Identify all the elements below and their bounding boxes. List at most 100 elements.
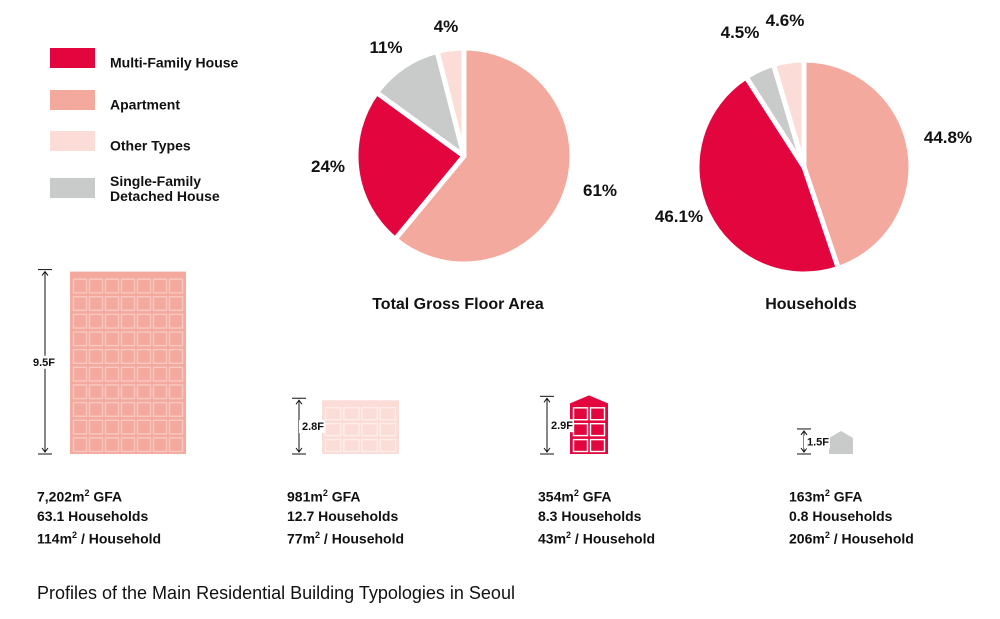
window — [72, 313, 88, 329]
window — [379, 422, 397, 437]
window — [361, 438, 378, 453]
window — [136, 366, 152, 382]
dimension-arrow-up — [41, 270, 49, 276]
dimension-arrow-down — [543, 447, 551, 453]
window — [72, 331, 88, 347]
stat-households: 12.7 Households — [287, 507, 399, 524]
window — [72, 401, 88, 417]
window — [136, 348, 152, 365]
stat-gfa: 7,202m2 GFA — [37, 488, 123, 505]
window — [168, 366, 184, 382]
window — [343, 438, 360, 453]
pie-title-gross-floor-area: Total Gross Floor Area — [372, 296, 544, 313]
floor-label-bg — [30, 355, 56, 369]
stats-other-types: 981m2 GFA 12.7 Households 77m2 / Househo… — [287, 484, 404, 548]
floor-label: 2.9F — [551, 420, 573, 432]
window — [324, 422, 342, 437]
legend-item-other-types: Other Types — [50, 129, 310, 163]
legend-label-other-types: Other Types — [110, 137, 191, 154]
legend-swatch-multi-family — [50, 48, 95, 68]
floor-label-bg — [299, 420, 325, 434]
window — [152, 278, 168, 294]
window — [72, 348, 88, 365]
window — [120, 384, 136, 400]
window — [152, 348, 168, 365]
figure-caption: Profiles of the Main Residential Buildin… — [37, 583, 515, 603]
floor-label: 9.5F — [33, 357, 55, 369]
building-shape — [829, 430, 853, 454]
stat-households: 63.1 Households — [37, 507, 149, 524]
pie-slice-other — [434, 45, 467, 159]
window — [120, 348, 136, 365]
legend-label-multi-family: Multi-Family House — [110, 54, 239, 71]
window — [104, 278, 120, 294]
pie-title-households: Households — [765, 296, 857, 313]
building-single_family: 1.5F — [797, 428, 853, 455]
pie-chart-households: 44.8% 46.1% 4.5% 4.6% — [655, 11, 972, 277]
window — [168, 384, 184, 400]
window — [168, 278, 184, 294]
window — [136, 278, 152, 294]
stat-per-household: 114m2 / Household — [37, 529, 162, 547]
pie-label-other: 4% — [434, 17, 459, 36]
window — [72, 384, 88, 400]
window — [324, 438, 342, 453]
window — [104, 331, 120, 347]
window — [88, 331, 104, 347]
window — [88, 366, 104, 382]
pie-label-single_family: 11% — [369, 38, 402, 57]
window — [379, 407, 397, 421]
pie-label-multi_family: 46.1% — [655, 207, 703, 226]
stat-gfa: 163m2 GFA — [789, 488, 863, 505]
building-multi_family: 2.9F — [540, 395, 608, 455]
pie-label-apartment: 44.8% — [924, 128, 972, 147]
legend-swatch-other-types — [50, 131, 95, 151]
window — [88, 348, 104, 365]
window — [72, 437, 88, 453]
stat-households: 8.3 Households — [538, 507, 642, 524]
stat-per-household: 77m2 / Household — [287, 529, 405, 547]
building-shape — [570, 395, 608, 454]
window — [152, 384, 168, 400]
window — [152, 366, 168, 382]
stat-households: 0.8 Households — [789, 507, 893, 524]
dimension-arrow-down — [800, 447, 808, 453]
window — [104, 313, 120, 329]
window — [88, 313, 104, 329]
window — [136, 331, 152, 347]
pie-slice-multi_family — [353, 90, 467, 242]
window — [572, 407, 589, 421]
window — [120, 366, 136, 382]
legend-swatch-apartment — [50, 90, 95, 110]
window — [589, 423, 606, 437]
pie-label-single_family: 4.5% — [721, 23, 760, 42]
window — [120, 437, 136, 453]
window — [152, 419, 168, 435]
window — [168, 296, 184, 312]
building-apartment: 9.5F — [30, 269, 186, 455]
window — [324, 407, 342, 421]
window — [343, 407, 360, 421]
window — [120, 313, 136, 329]
window — [168, 437, 184, 453]
window — [136, 437, 152, 453]
window — [152, 331, 168, 347]
pie-slice-apartment — [801, 57, 914, 271]
window — [572, 438, 589, 453]
window — [120, 401, 136, 417]
building-other: 2.8F — [292, 397, 399, 455]
pie-slice-other — [771, 57, 807, 170]
floor-label: 1.5F — [807, 436, 829, 448]
window — [120, 296, 136, 312]
window — [104, 384, 120, 400]
dimension-arrow-down — [41, 447, 49, 453]
window — [120, 278, 136, 294]
window — [72, 419, 88, 435]
window — [88, 296, 104, 312]
window — [88, 437, 104, 453]
stat-gfa: 354m2 GFA — [538, 488, 612, 505]
window — [104, 401, 120, 417]
stat-per-household: 206m2 / Household — [789, 529, 914, 547]
pie-slice-multi_family — [694, 74, 841, 277]
legend-item-single-family: Single-Family Detached House — [50, 172, 310, 206]
